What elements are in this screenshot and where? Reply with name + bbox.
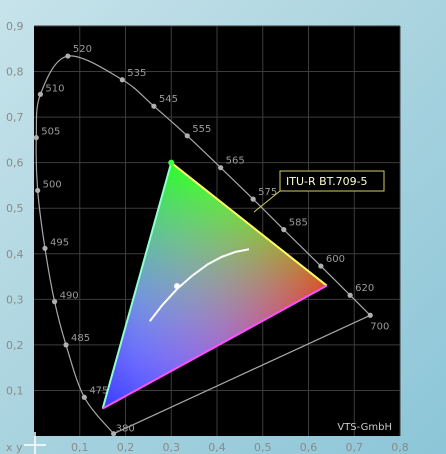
wavelength-label: 545 [159,94,178,105]
wavelength-label: 565 [226,156,245,167]
locus-point [347,292,353,298]
wavelength-label: 510 [45,83,64,94]
wavelength-label: 575 [258,187,277,198]
gamut-edge-red-green [170,161,328,287]
y-tick-label: 0,2 [6,339,24,352]
white-point [174,283,181,290]
locus-point [119,77,125,83]
planckian-locus [148,248,250,322]
locus-point [218,165,224,171]
y-tick-label: 0,7 [6,111,24,124]
x-tick-label: 0,7 [346,441,364,454]
gamut-color-layer [102,162,327,409]
wavelength-label: 485 [71,333,90,344]
wavelength-label: 600 [326,254,345,265]
gamut-label-box [279,170,385,192]
wavelength-label: 700 [370,321,389,332]
x-tick-label: 0,8 [391,441,409,454]
locus-point [318,263,324,269]
locus-point [42,245,48,251]
y-tick-label: 0,9 [6,20,24,33]
wavelength-label: 520 [73,44,92,55]
wavelength-label: 505 [41,127,60,138]
x-tick-label: 0,2 [117,441,135,454]
wavelength-label: 495 [50,237,69,248]
gamut-green-primary [168,159,175,166]
x-tick-label: 0,1 [71,441,89,454]
x-axis-ticks: 0,1 0,2 0,3 0,4 0,5 0,6 0,7 0,8 [71,441,409,454]
x-tick-label: 0,6 [300,441,318,454]
locus-point [281,227,287,233]
locus-point [63,342,69,348]
locus-point [37,91,44,97]
spectral-locus [35,55,372,435]
wavelength-label: 535 [127,68,146,79]
gamut-edge-green-blue [101,162,173,409]
axis-corner-label: x y [6,441,23,454]
credit-text: VTS-GmbH [337,422,392,433]
gamut-label-leader [253,190,281,213]
locus-point [367,312,373,318]
y-tick-label: 0,6 [6,157,24,170]
locus-point [81,394,87,400]
locus-point [151,103,157,109]
y-tick-label: 0,3 [6,293,24,306]
locus-point [65,53,71,59]
origin-crosshair [24,432,46,454]
gamut-label: ITU-R BT.709-5 [286,175,368,188]
y-tick-label: 0,1 [6,384,24,397]
gamut-color-layers [102,162,327,409]
wavelength-label: 555 [192,124,211,135]
wavelength-label: 620 [355,283,374,294]
locus-point [111,431,117,437]
y-tick-label: 0,5 [6,202,24,215]
locus-point [51,299,58,305]
wavelength-label: 585 [289,218,308,229]
gamut-edge-blue-red [102,284,328,410]
y-tick-label: 0,4 [6,248,24,261]
y-tick-label: 0,8 [6,66,24,79]
locus-point [35,187,41,194]
locus-point [250,196,256,202]
spectral-locus-points: 380 475 485 490 495 500 505 510 520 535 545 555 565 5… [33,44,389,437]
wavelength-label: 475 [89,385,108,396]
wavelength-label: 380 [116,424,135,435]
y-axis-ticks: 0,1 0,2 0,3 0,4 0,5 0,6 0,7 0,8 0,9 [6,20,24,397]
locus-point [33,135,39,141]
x-tick-label: 0,3 [163,441,181,454]
x-tick-label: 0,4 [208,441,226,454]
locus-point [184,133,190,139]
wavelength-label: 490 [60,291,79,302]
wavelength-label: 500 [43,179,62,190]
x-tick-label: 0,5 [254,441,272,454]
